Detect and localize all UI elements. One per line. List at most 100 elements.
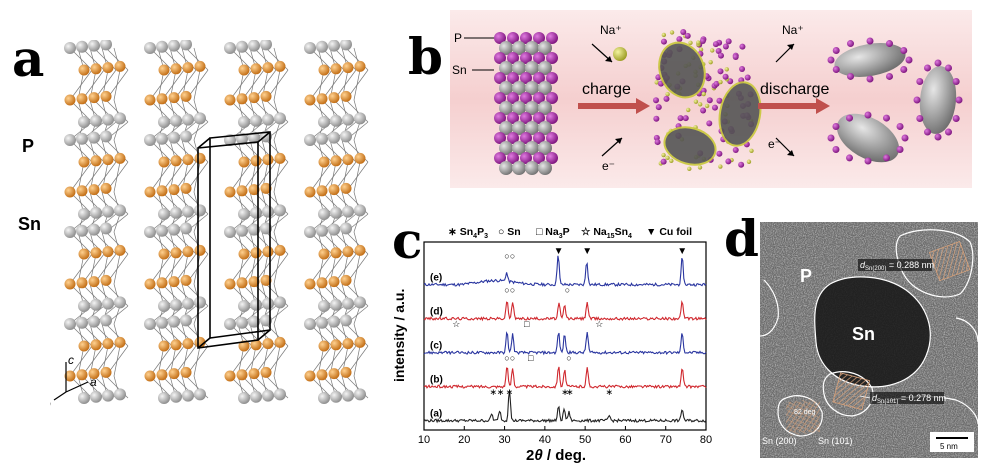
na-ion-left [613,47,627,61]
p-atom [238,156,250,168]
p-atom [716,97,723,104]
sn-atom [158,208,170,220]
p-atom [846,154,853,162]
y-axis-label: intensity / a.u. [391,289,407,382]
p-atom [144,370,156,382]
p-atom [725,158,732,165]
sn-atom [316,316,328,329]
p-atom [546,112,558,124]
svg-text:○ Sn: ○ Sn [498,226,521,238]
p-atom [924,64,931,72]
p-atom [100,366,112,378]
p-atom [78,156,90,168]
sn-atom [182,113,194,126]
sn-atom [512,41,526,55]
p-atom [533,72,545,84]
p-atom [168,368,180,380]
p-atom [76,93,88,105]
panel-letter-c: c [392,211,423,270]
plot-frame [423,241,707,431]
p-atom [64,278,76,290]
sn-atom [260,222,272,235]
p-atom [340,90,352,102]
svg-text:▼ Cu foil: ▼ Cu foil [646,226,692,238]
sn-atom [260,40,272,51]
p-atom [546,72,558,84]
p-atom [238,248,250,260]
sn-atom [78,300,90,312]
crystal-structure-figure: c a b [50,40,369,411]
peak-marker: ○ [510,251,515,261]
peak-marker: ○ [504,285,509,295]
p-atom [732,53,739,60]
p-atom [236,185,248,197]
p-atom [952,115,960,122]
sn-atom [102,389,114,402]
sn-atom [76,316,88,329]
x-axis-label: 2θ / deg. [526,447,586,464]
p-atom [316,369,328,381]
sn-atom [158,300,170,312]
peak-marker: ∗ [561,387,569,397]
sn-atom [100,40,112,51]
p-atom [533,152,545,164]
xrd-series [423,390,707,424]
p-atom [248,276,260,288]
p-atom [144,186,156,198]
label-p: P [22,136,35,156]
sn-atom [304,318,316,330]
sn-atom [88,40,100,52]
p-atom [88,368,100,380]
p-atom [682,115,689,122]
p-atom [354,336,366,348]
sn-atom [262,113,274,126]
na-atom [686,107,691,113]
p-atom [864,157,872,165]
sn-atom [342,205,354,218]
na-atom [718,79,723,85]
p-atom [330,155,342,167]
bond [69,161,93,193]
p-atom [654,139,661,146]
scale-bar-label: 5 nm [940,442,958,451]
p-atom [224,186,236,198]
p-atom [342,62,354,74]
sn-atom [78,392,90,404]
p-atom [260,366,272,378]
sn-cluster [658,41,706,99]
svg-text:☆ Na15Sn4: ☆ Na15Sn4 [581,226,632,240]
p-atom [533,132,545,144]
p-atom [328,368,340,380]
bond [69,253,93,285]
bond [149,161,173,193]
sn-atom [318,208,330,220]
p-atom [194,60,206,72]
p-atom [156,277,168,289]
desodiated-nanoparticles [827,37,963,165]
sn-atom [90,114,102,127]
sn-atom [340,130,352,143]
p-atom [712,41,719,48]
xrd-series [423,300,707,322]
sn-atom [170,298,182,311]
p-atom [934,59,942,67]
p-atom [156,369,168,381]
p-atom [896,146,904,153]
sn-nanoparticle [836,113,900,163]
sn-atom [158,116,170,128]
p-atom [78,248,90,260]
na-atom [698,47,704,52]
sn-atom [156,316,168,329]
p-atom [318,340,330,352]
p-atom [846,114,853,122]
p-atom [507,72,519,84]
xrd-series [423,366,707,390]
sn-atom [340,314,352,327]
sn-atom [274,296,286,309]
na-label-right: Na⁺ [782,23,804,37]
p-atom [653,97,660,104]
sn-atom [248,315,260,328]
x-axis-ticks: 10 20 30 40 50 60 70 80 [418,426,712,446]
p-atom [250,247,262,259]
p-atom [677,115,684,122]
